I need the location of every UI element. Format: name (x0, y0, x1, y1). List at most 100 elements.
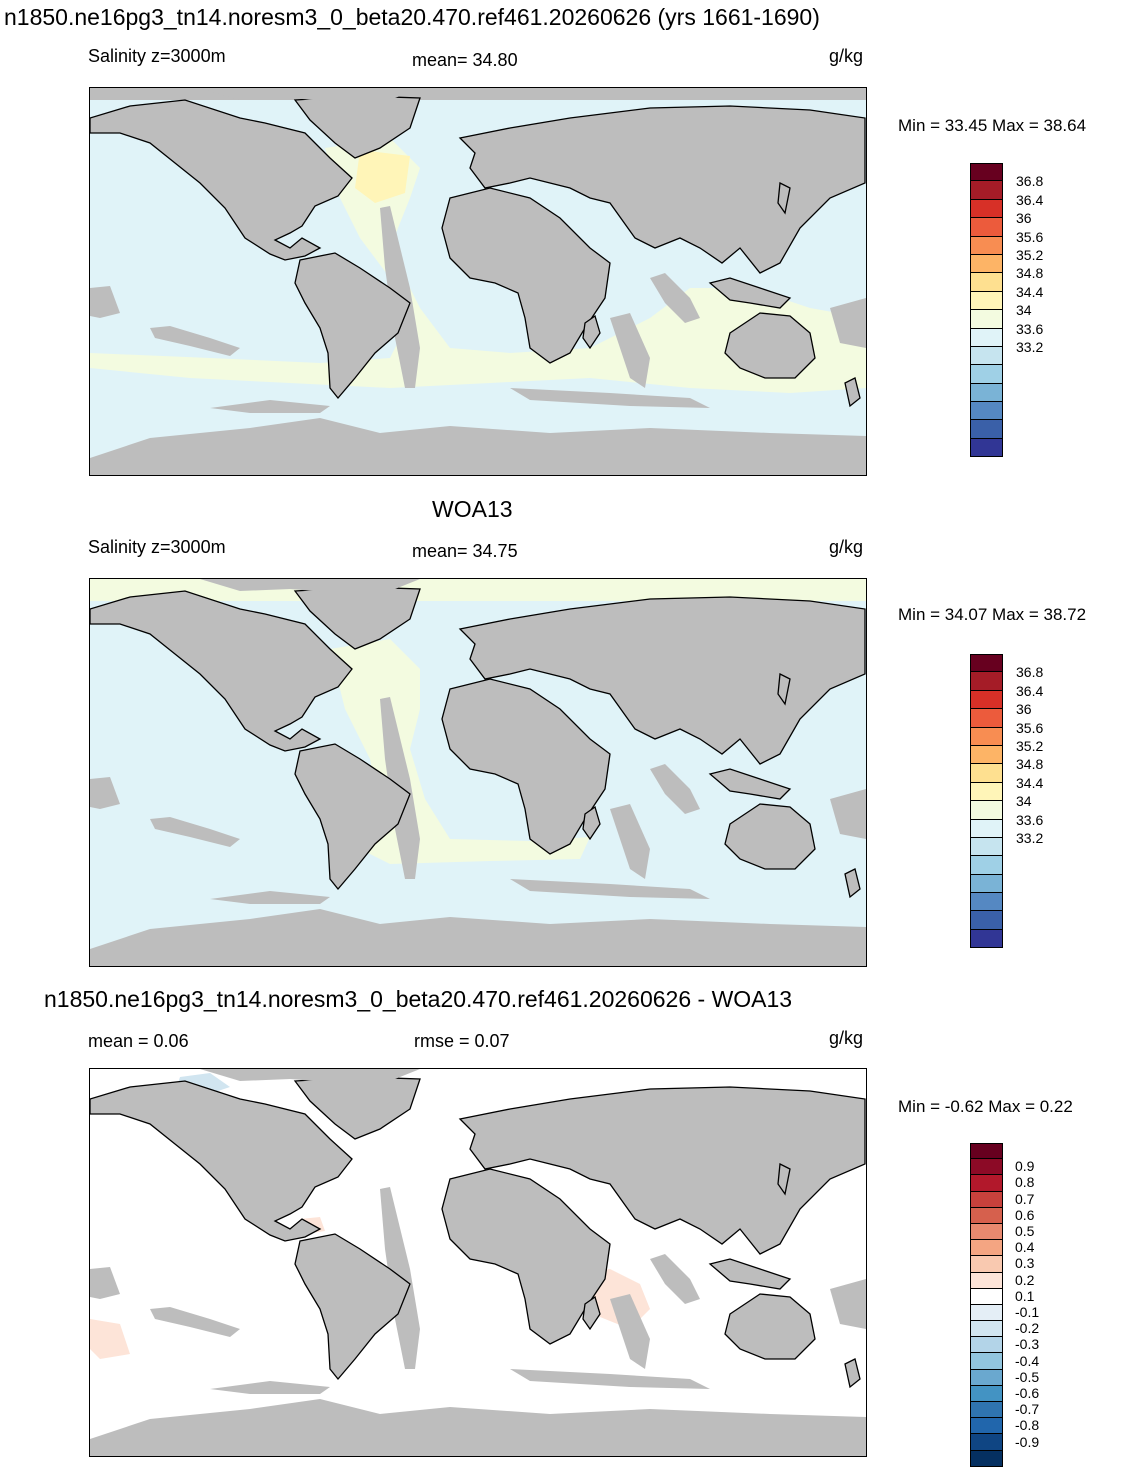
eurasia-landmass (458, 105, 866, 274)
colorbar-swatch (970, 181, 1003, 200)
colorbar-swatch (970, 1402, 1003, 1419)
panel3-minmax: Min = -0.62 Max = 0.22 (898, 1097, 1073, 1116)
panel1-minmax: Min = 33.45 Max = 38.64 (898, 116, 1087, 135)
colorbar-swatch (970, 672, 1003, 691)
panel3-title: n1850.ne16pg3_tn14.noresm3_0_beta20.470.… (44, 986, 793, 1012)
colorbar-swatch (970, 1207, 1003, 1224)
eurasia-landmass (458, 1086, 866, 1255)
seafloor-mask (610, 313, 650, 388)
colorbar-tick-label: -0.9 (1015, 1433, 1040, 1450)
seafloor-mask (510, 879, 710, 899)
colorbar-swatch (970, 199, 1003, 219)
seafloor-mask (650, 273, 700, 323)
antarctica-landmass (90, 1399, 866, 1456)
australia-landmass (724, 312, 816, 379)
colorbar-swatch (970, 709, 1003, 728)
africa-landmass (441, 1168, 611, 1345)
indonesia-landmass (708, 768, 792, 800)
colorbar-swatch (970, 328, 1003, 347)
colorbar-swatch (970, 163, 1003, 182)
seafloor-mask (610, 804, 650, 879)
colorbar-swatch (970, 254, 1003, 274)
colorbar-swatch (970, 801, 1003, 820)
colorbar-swatch (970, 911, 1003, 930)
colorbar-tick-label: -0.8 (1015, 1417, 1040, 1434)
colorbar-swatch (970, 346, 1003, 366)
colorbar-tick-label: -0.2 (1015, 1320, 1040, 1337)
colorbar-tick-label: 35.6 (1016, 719, 1044, 736)
colorbar-swatch (970, 874, 1003, 894)
panel1-title: n1850.ne16pg3_tn14.noresm3_0_beta20.470.… (4, 4, 820, 30)
colorbar-swatch (970, 1288, 1003, 1305)
colorbar-swatch (970, 837, 1003, 857)
seafloor-mask (830, 1279, 866, 1329)
australia-landmass (724, 1293, 816, 1360)
panel2-title: WOA13 (432, 496, 513, 522)
colorbar-tick-label: -0.1 (1015, 1304, 1040, 1320)
arctic-landmass (200, 1069, 420, 1083)
colorbar-swatch (970, 1256, 1003, 1273)
panel2-units: g/kg (829, 537, 864, 557)
colorbar-tick-label: -0.6 (1015, 1385, 1040, 1401)
colorbar-swatch (970, 365, 1003, 384)
ocean-field-patch (90, 1319, 130, 1359)
colorbar-swatch (970, 764, 1003, 783)
colorbar-tick-label: 36 (1016, 701, 1032, 718)
colorbar-tick-label: 0.8 (1015, 1174, 1035, 1191)
seafloor-mask (510, 388, 710, 408)
north-america-landmass (90, 590, 353, 752)
colorbar-tick-label: 35.6 (1016, 228, 1044, 245)
colorbar-swatch (970, 1385, 1003, 1402)
panel1-mean-label: mean= 34.80 (412, 50, 518, 70)
seafloor-mask (650, 1254, 700, 1304)
madagascar-landmass (582, 314, 601, 350)
colorbar-swatch (970, 1272, 1003, 1289)
eurasia-landmass (458, 596, 866, 765)
seafloor-mask (210, 1381, 330, 1394)
colorbar-tick-label: 33.6 (1016, 320, 1044, 337)
japan-landmass (777, 672, 791, 706)
colorbar-tick-label: 35.2 (1016, 247, 1044, 263)
seafloor-mask (150, 817, 240, 847)
seafloor-mask (830, 789, 866, 839)
seafloor-mask (510, 1369, 710, 1389)
japan-landmass (777, 181, 791, 215)
colorbar-swatch (970, 782, 1003, 802)
indonesia-landmass (708, 277, 792, 309)
colorbar-tick-label: 34.4 (1016, 283, 1044, 300)
colorbar-swatch (970, 383, 1003, 403)
africa-landmass (441, 187, 611, 364)
colorbar-swatch (970, 438, 1003, 458)
colorbar-swatch (970, 1159, 1003, 1176)
colorbar-tick-label: 0.9 (1015, 1158, 1035, 1175)
colorbar-swatch (970, 273, 1003, 292)
colorbar-swatch (970, 1434, 1003, 1451)
colorbar-tick-label: 36.8 (1016, 173, 1044, 190)
colorbar-swatch (970, 402, 1003, 421)
seafloor-mask (650, 764, 700, 814)
panel1-units: g/kg (829, 46, 864, 66)
colorbar-tick-label: 0.4 (1015, 1239, 1035, 1256)
colorbar-swatch (970, 1191, 1003, 1208)
colorbar-swatch (970, 893, 1003, 912)
panel2-map (89, 578, 867, 967)
colorbar-tick-label: 34.8 (1016, 265, 1044, 282)
seafloor-mask (210, 400, 330, 413)
colorbar-swatch (970, 745, 1003, 765)
colorbar-tick-label: -0.7 (1015, 1401, 1040, 1418)
colorbar-swatch (970, 690, 1003, 710)
panel2-variable-label: Salinity z=3000m (88, 537, 226, 557)
panel2-mean-label: mean= 34.75 (412, 541, 518, 561)
ocean-field-patch (355, 150, 410, 203)
colorbar-swatch (970, 1450, 1003, 1467)
colorbar-swatch (970, 727, 1003, 746)
panel3-colorbar (970, 1143, 1003, 1467)
north-america-landmass (90, 99, 353, 261)
colorbar-swatch (970, 1353, 1003, 1370)
colorbar-tick-label: 36 (1016, 210, 1032, 227)
colorbar-tick-label: 34 (1016, 302, 1032, 319)
colorbar-tick-label: 35.2 (1016, 738, 1044, 754)
madagascar-landmass (582, 805, 601, 841)
japan-landmass (777, 1162, 791, 1196)
colorbar-tick-label: 0.1 (1015, 1287, 1035, 1304)
